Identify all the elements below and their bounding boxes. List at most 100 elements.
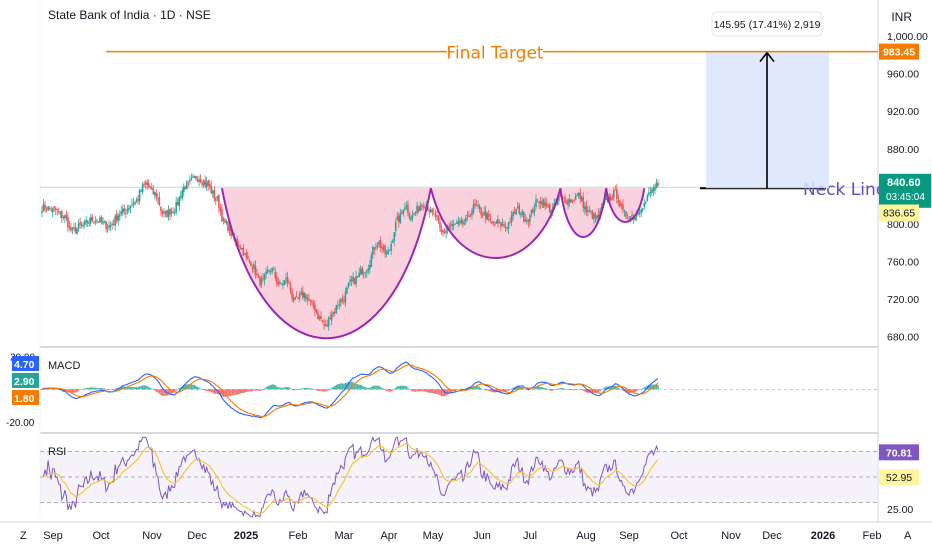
candle — [279, 281, 281, 284]
rsi-axis-tick: 25.00 — [887, 504, 913, 516]
macd-hist-bar — [128, 386, 130, 390]
candle — [648, 192, 650, 195]
candle — [44, 205, 46, 210]
candle — [466, 214, 469, 216]
candle — [378, 241, 380, 244]
candle — [62, 216, 65, 218]
candle — [487, 213, 490, 217]
macd-hist-bar — [83, 388, 86, 390]
macd-hist-bar — [402, 385, 405, 390]
signal-line — [41, 364, 659, 418]
macd-hist-bar — [651, 384, 653, 390]
macd-hist-bar — [338, 383, 341, 390]
candle — [236, 239, 238, 245]
candle — [172, 212, 174, 214]
macd-hist-bar — [399, 385, 402, 390]
candle — [462, 220, 464, 225]
macd-hist-bar — [163, 389, 165, 396]
candle — [397, 215, 400, 223]
macd-hist-bar — [237, 389, 240, 395]
candle — [350, 279, 353, 282]
macd-hist-bar — [302, 388, 304, 390]
candle — [535, 199, 537, 208]
candle — [622, 203, 624, 211]
macd-hist-bar — [535, 386, 537, 390]
currency-label[interactable]: INR — [891, 10, 912, 24]
time-axis-label: Nov — [142, 530, 162, 542]
candle — [122, 208, 124, 214]
candle — [298, 294, 301, 299]
macd-hist-bar — [62, 389, 65, 392]
macd-hist-bar — [344, 383, 347, 390]
price-tick: 1,000.00 — [887, 31, 928, 43]
macd-hist-bar — [105, 389, 107, 390]
macd-hist-bar — [454, 389, 456, 391]
macd-hist-bar — [158, 389, 161, 394]
rsi-ma-value: 52.95 — [886, 472, 912, 484]
candle — [504, 226, 507, 228]
candle — [187, 181, 190, 183]
candle — [390, 243, 392, 251]
candle — [449, 224, 452, 226]
candle — [640, 209, 643, 212]
candle — [337, 305, 339, 307]
macd-hist-bar — [274, 385, 276, 390]
macd-hist-tag — [12, 390, 39, 405]
macd-hist-bar — [433, 389, 435, 394]
candle — [634, 217, 636, 220]
macd-hist-bar — [300, 388, 302, 390]
macd-hist-bar — [85, 387, 87, 390]
macd-hist-bar — [180, 387, 182, 390]
candle — [556, 199, 559, 205]
macd-hist-bar — [289, 388, 292, 390]
macd-hist-bar — [456, 389, 458, 390]
macd-hist-bar — [99, 387, 101, 390]
cup-outline — [220, 188, 432, 340]
candle — [155, 192, 158, 198]
countdown: 03:45:04 — [886, 192, 925, 203]
macd-hist-bar — [404, 385, 406, 390]
candle — [431, 210, 434, 213]
macd-hist-bar — [268, 385, 270, 390]
candle — [596, 215, 598, 219]
macd-hist-bar — [151, 388, 153, 390]
candle — [480, 208, 482, 216]
macd-tag — [12, 356, 39, 371]
candle — [308, 299, 310, 301]
macd-hist-bar — [492, 389, 495, 393]
macd-hist-bar — [314, 389, 316, 390]
macd-hist-bar — [312, 388, 315, 390]
macd-hist-bar — [233, 389, 235, 396]
macd-hist-bar — [326, 389, 328, 392]
candle — [628, 219, 630, 221]
candle — [483, 211, 485, 215]
candle — [558, 196, 560, 201]
candle — [83, 221, 86, 225]
macd-hist-bar — [309, 388, 312, 390]
macd-hist-bar — [542, 387, 545, 390]
macd-hist-bar — [382, 388, 385, 390]
candle — [170, 210, 173, 213]
price-tick: 800.00 — [887, 219, 919, 231]
macd-hist-bar — [175, 389, 177, 391]
candle — [584, 206, 586, 210]
macd-hist-bar — [370, 386, 373, 390]
macd-hist-bar — [236, 389, 238, 395]
candle — [248, 259, 251, 262]
macd-hist-bar — [190, 384, 193, 390]
macd-hist-bar — [373, 385, 376, 390]
macd-hist-bar — [570, 389, 572, 391]
candle — [123, 208, 126, 212]
candle — [103, 221, 106, 223]
macd-hist-bar — [648, 384, 650, 390]
candle — [277, 282, 280, 285]
candle — [202, 181, 205, 185]
macd-hist-bar — [280, 387, 283, 390]
macd-hist-bar — [431, 389, 434, 394]
candle — [247, 256, 249, 259]
rsi-ma-line — [42, 442, 659, 515]
macd-hist-bar — [587, 389, 589, 393]
candle — [178, 196, 181, 207]
macd-hist-bar — [523, 388, 525, 390]
